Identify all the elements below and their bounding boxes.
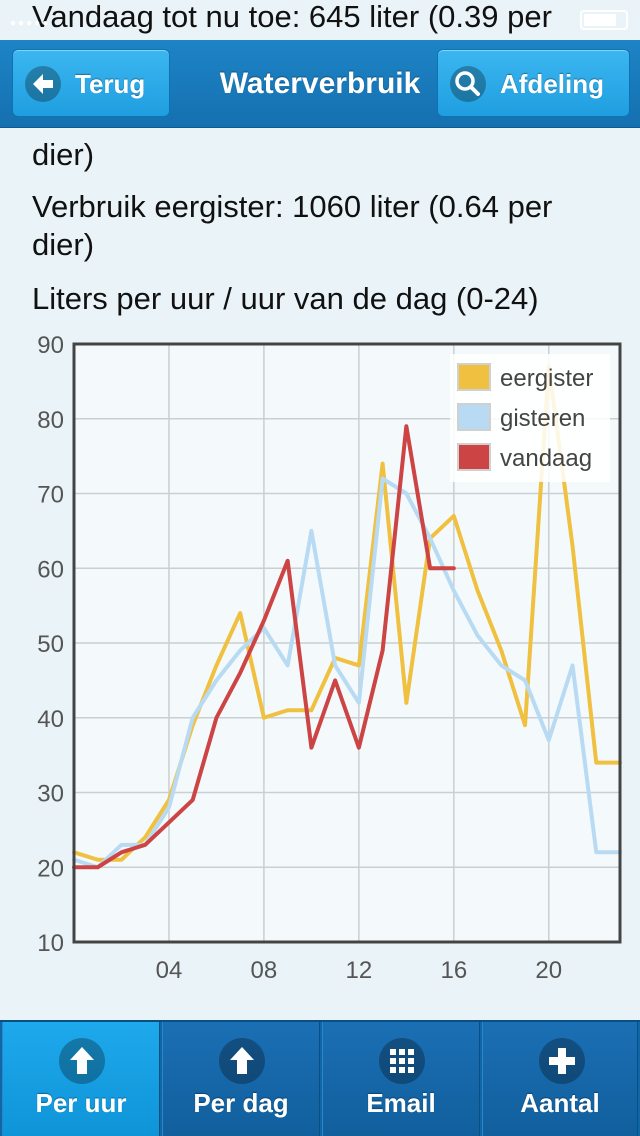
chart-caption: Liters per uur / uur van de dag (0-24) [32,281,539,316]
legend-label: gisteren [500,405,585,432]
tab-label: Per dag [193,1088,289,1118]
y-axis-ticks: 10 20 30 40 50 60 70 80 90 [37,332,64,957]
tab-email[interactable]: Email [322,1022,480,1136]
grid-icon [379,1038,425,1084]
arrow-up-icon [219,1038,265,1084]
x-tick-label: 20 [535,957,562,984]
x-tick-label: 04 [156,957,183,984]
y-tick-label: 50 [37,631,64,658]
x-tick-label: 12 [346,957,373,984]
x-tick-label: 08 [251,957,278,984]
arrow-up-icon [59,1038,105,1084]
water-usage-chart: 10 20 30 40 50 60 70 80 90 04 08 12 16 20 eergister g… [37,332,622,984]
series-line-vandaag [72,424,456,870]
y-tick-label: 30 [37,781,64,808]
x-tick-label: 16 [440,957,467,984]
legend-swatch [457,363,491,391]
department-button-label: Afdeling [500,69,604,99]
content-area: Vandaag tot nu toe: 645 liter (0.39 per … [32,0,622,984]
yesterday-usage-tail: dier) [32,137,95,172]
nav-header: Terug Waterverbruik Afdeling [0,40,640,128]
plus-icon [539,1038,585,1084]
plot-frame [72,342,622,944]
y-tick-label: 10 [37,930,64,957]
series-line-eergister [72,364,622,862]
y-tick-label: 70 [37,482,64,509]
chart-series [72,364,622,870]
chart-legend: eergister gisteren vandaag [450,354,610,482]
tab-bar: Per uur Per dag Email Aantal [0,1020,640,1136]
back-button-label: Terug [75,69,146,99]
legend-swatch [457,443,491,471]
arrow-left-icon [25,66,61,102]
series-line-gisteren [72,476,622,870]
legend-label: vandaag [500,445,592,472]
department-button[interactable]: Afdeling [437,49,630,117]
search-icon [450,66,486,102]
tab-label: Email [366,1088,436,1118]
y-tick-label: 90 [37,332,64,359]
back-button[interactable]: Terug [12,49,170,117]
x-axis-ticks: 04 08 12 16 20 [156,957,563,984]
tab-label: Per uur [35,1088,127,1118]
today-usage-text: Vandaag tot nu toe: 645 liter (0.39 per [32,0,552,34]
tab-aantal[interactable]: Aantal [482,1022,638,1136]
daybefore-usage-tail: dier) [32,227,95,262]
tab-per-uur[interactable]: Per uur [2,1022,160,1136]
legend-label: eergister [500,365,593,392]
page-title: Waterverbruik [219,67,421,100]
tab-label: Aantal [520,1088,600,1118]
daybefore-usage-text: Verbruik eergister: 1060 liter (0.64 per [32,189,553,224]
y-tick-label: 20 [37,855,64,882]
y-tick-label: 80 [37,407,64,434]
y-tick-label: 40 [37,706,64,733]
tab-per-dag[interactable]: Per dag [162,1022,320,1136]
legend-swatch [457,403,491,431]
y-tick-label: 60 [37,556,64,583]
